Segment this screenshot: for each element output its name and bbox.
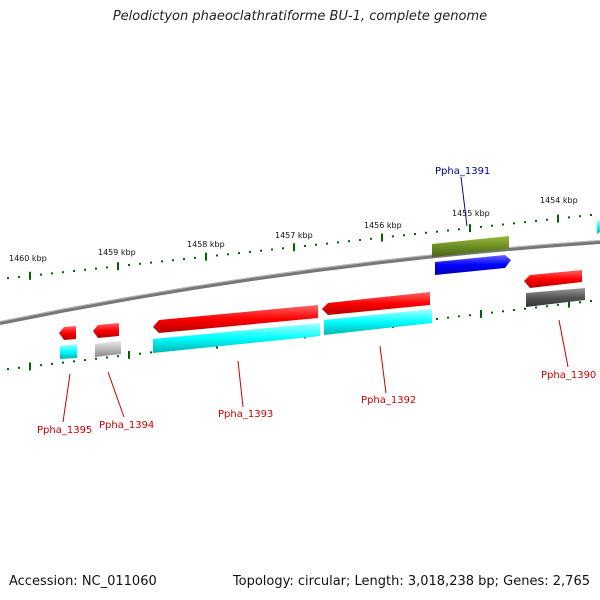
leader-line <box>558 319 569 368</box>
gene-feature-ppha-1393-cyan[interactable] <box>153 323 320 353</box>
gene-feature-ppha-1390[interactable] <box>524 270 582 288</box>
gene-label-ppha-1391[interactable]: Ppha_1391 <box>435 166 490 177</box>
gene-feature-ppha-1392[interactable] <box>322 292 430 315</box>
gene-feature-ppha-1395[interactable] <box>59 326 76 340</box>
scale-label: 1454 kbp <box>540 196 578 205</box>
gene-feature-ppha-1392-cyan[interactable] <box>324 309 432 335</box>
scale-label: 1456 kbp <box>364 221 402 230</box>
gene-feature-ppha-1394[interactable] <box>93 323 119 338</box>
gene-label-ppha-1393[interactable]: Ppha_1393 <box>218 409 273 420</box>
gene-feature-ppha-1390-gray[interactable] <box>526 288 585 307</box>
scale-label: 1460 kbp <box>9 254 47 263</box>
genome-backbone <box>0 240 600 325</box>
gene-label-ppha-1394[interactable]: Ppha_1394 <box>99 420 154 431</box>
gene-feature-ppha-1395-cyan[interactable] <box>60 344 77 359</box>
leader-line <box>62 373 71 423</box>
leader-line <box>237 360 244 408</box>
scale-label: 1459 kbp <box>98 248 136 257</box>
gene-label-ppha-1395[interactable]: Ppha_1395 <box>37 425 92 436</box>
accession-label: Accession: NC_011060 <box>9 574 157 589</box>
scale-ticks-upper <box>7 214 592 280</box>
scale-label: 1457 kbp <box>275 231 313 240</box>
genome-summary: Topology: circular; Length: 3,018,238 bp… <box>232 574 590 589</box>
leader-line <box>107 371 125 418</box>
gene-feature-ppha-1393[interactable] <box>153 305 318 333</box>
gene-label-ppha-1392[interactable]: Ppha_1392 <box>361 395 416 406</box>
gene-label-ppha-1390[interactable]: Ppha_1390 <box>541 370 596 381</box>
leader-line <box>379 345 387 394</box>
gene-feature-ppha-1391[interactable] <box>435 255 511 275</box>
scale-label: 1458 kbp <box>187 240 225 249</box>
map-title: Pelodictyon phaeoclathratiforme BU-1, co… <box>112 9 488 24</box>
leader-line <box>460 176 468 227</box>
gene-feature-ppha-1394-gray[interactable] <box>95 341 121 357</box>
gene-feature-olive[interactable] <box>432 236 509 257</box>
scale-label: 1455 kbp <box>452 209 490 218</box>
cds-edge <box>597 220 600 234</box>
